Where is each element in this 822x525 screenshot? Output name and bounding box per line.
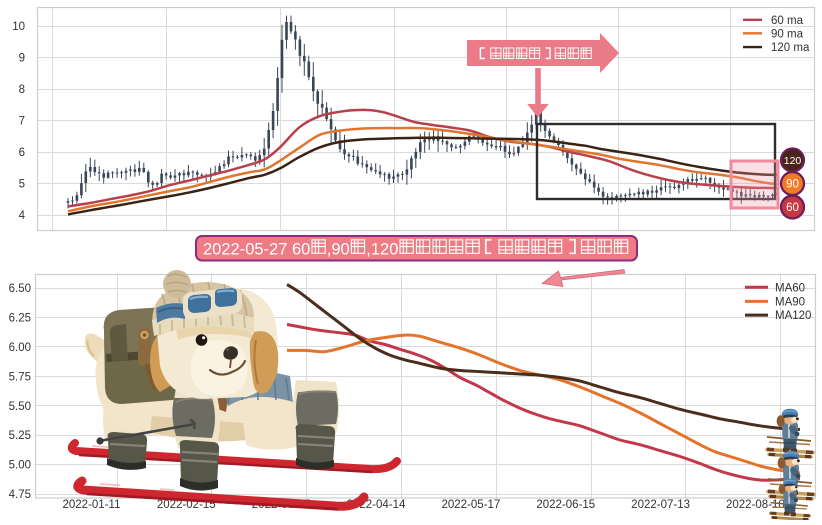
svg-text:2022-07-13: 2022-07-13 [631,499,690,511]
svg-text:6.50: 6.50 [9,283,31,295]
svg-text:4: 4 [19,210,26,222]
svg-text:60: 60 [786,202,799,214]
svg-text:6.25: 6.25 [9,312,31,324]
svg-text:90 ma: 90 ma [771,28,804,40]
svg-text:2022-06-15: 2022-06-15 [536,499,595,511]
svg-text:,120: ,120 [366,241,398,259]
svg-text:4.75: 4.75 [9,489,31,501]
svg-text:2022-05-27 60: 2022-05-27 60 [203,241,310,259]
svg-text:6.00: 6.00 [9,342,31,354]
svg-text:5.00: 5.00 [9,460,31,472]
svg-text:6: 6 [19,147,25,159]
svg-text:60 ma: 60 ma [771,15,804,27]
svg-text:2022-08-10: 2022-08-10 [726,499,785,511]
svg-text:90: 90 [786,179,799,191]
svg-text:5: 5 [19,179,25,191]
svg-text:8: 8 [19,84,25,96]
svg-text:MA120: MA120 [775,310,811,322]
svg-text:2022-01-11: 2022-01-11 [63,499,121,511]
svg-text:,90: ,90 [327,241,350,259]
svg-text:120: 120 [784,155,802,167]
svg-text:5.25: 5.25 [9,430,31,442]
svg-text:9: 9 [19,53,25,65]
svg-text:7: 7 [19,116,25,128]
svg-text:120 ma: 120 ma [771,42,810,54]
svg-text:5.50: 5.50 [9,401,31,413]
svg-text:5.75: 5.75 [9,371,31,383]
svg-text:10: 10 [12,21,25,33]
svg-text:2022-05-17: 2022-05-17 [441,499,500,511]
svg-text:MA90: MA90 [775,296,805,308]
svg-text:MA60: MA60 [775,282,805,294]
